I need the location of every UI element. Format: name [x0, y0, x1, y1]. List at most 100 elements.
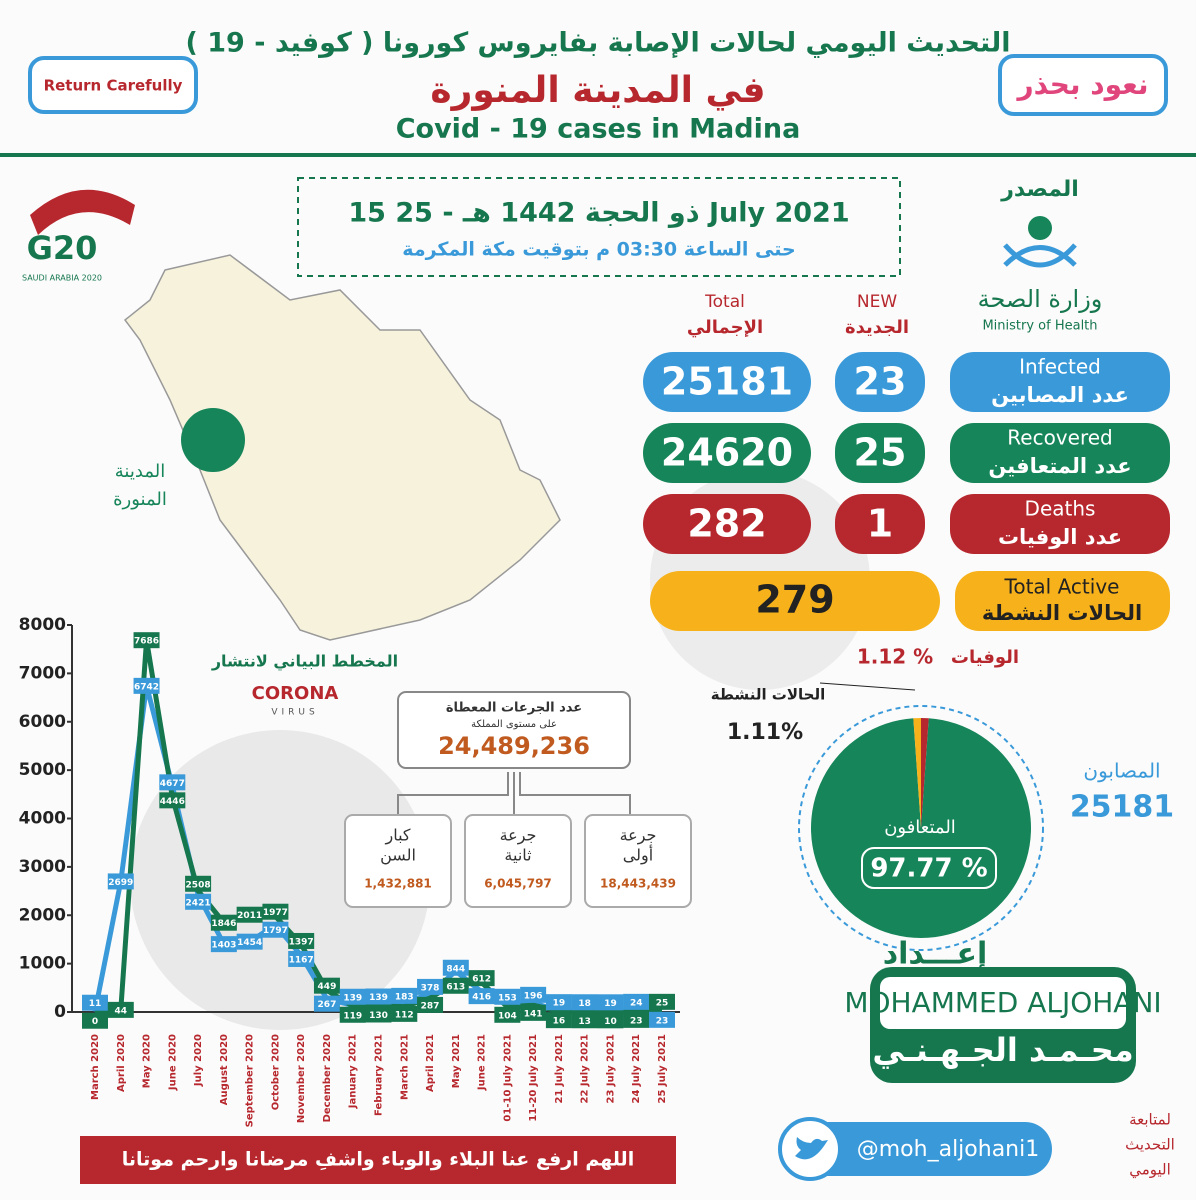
infected-value: 25181	[1070, 790, 1174, 825]
data-label: 13	[578, 1017, 591, 1027]
author-heading: إعـــداد	[883, 937, 988, 972]
x-tick-label: 01-10 July 2021	[502, 1034, 513, 1122]
data-label-box	[262, 903, 289, 920]
x-tick-label: 23 July 2021	[605, 1034, 616, 1104]
data-label: 612	[472, 975, 491, 985]
slice-value: 1.11%	[727, 720, 803, 745]
y-tick-label: 1000	[19, 954, 66, 974]
data-label-box	[159, 792, 186, 809]
date-line: 15 ذو الحجة 1442 هـ - 25 July 2021	[348, 198, 849, 229]
map-label: المنورة	[113, 489, 167, 510]
vaccine-label: جرعة	[500, 826, 537, 846]
total-value: 282	[687, 502, 766, 546]
x-tick-label: March 2020	[90, 1034, 101, 1100]
data-label-box	[391, 987, 418, 1004]
data-label: 613	[446, 982, 465, 992]
x-tick-label: September 2020	[245, 1034, 256, 1127]
twitter-pill	[780, 1122, 1052, 1176]
data-label-box	[262, 921, 289, 938]
x-tick-label: April 2021	[425, 1034, 436, 1092]
col-header-ar: الإجمالي	[687, 317, 763, 338]
vaccine-cards: كبارالسن1,432,881جرعةثانية6,045,797جرعةأ…	[344, 814, 692, 908]
slice-value-box	[861, 847, 997, 889]
data-label-box	[545, 994, 572, 1011]
data-label: 1797	[263, 926, 288, 936]
data-label-box	[571, 1012, 598, 1029]
map-marker	[181, 408, 245, 472]
x-tick-label: August 2020	[219, 1034, 230, 1105]
data-label-box	[649, 1011, 675, 1028]
data-label: 11	[89, 999, 102, 1009]
x-tick-label: December 2020	[322, 1034, 333, 1122]
x-tick-label: 22 July 2021	[580, 1034, 591, 1104]
infected-label: المصابون	[1083, 759, 1160, 783]
g20-ribbon	[30, 189, 135, 235]
x-tick-label: February 2021	[374, 1034, 385, 1116]
new-value: 25	[854, 431, 907, 475]
active-value: 279	[755, 578, 834, 622]
badge	[998, 54, 1168, 116]
vaccine-total: 24,489,236	[438, 732, 590, 760]
data-label-box	[494, 988, 521, 1005]
map-label: المدينة	[115, 461, 165, 482]
data-label-box	[468, 970, 495, 987]
data-label: 449	[318, 982, 337, 992]
badge-text: نعود بحذر	[1016, 68, 1149, 101]
data-label: 10	[604, 1017, 617, 1027]
date-box	[297, 177, 901, 277]
data-label-box	[236, 906, 263, 923]
data-label: 267	[318, 1000, 337, 1010]
data-label: 2011	[237, 911, 262, 921]
data-label: 1977	[263, 908, 288, 918]
data-label-box	[623, 1011, 650, 1028]
data-label-box	[442, 977, 469, 994]
col-header-en: Total	[704, 292, 745, 312]
chart-title: المخطط البياني لانتشار	[211, 652, 398, 672]
data-label-box	[468, 988, 495, 1005]
data-label-box	[571, 994, 598, 1011]
badge	[28, 56, 198, 114]
x-tick-label: May 2021	[451, 1034, 462, 1088]
data-label-box	[623, 993, 650, 1010]
x-tick-label: 21 July 2021	[554, 1034, 565, 1104]
data-label-box	[236, 933, 263, 950]
data-label: 112	[395, 1010, 414, 1020]
data-label-box	[365, 1006, 392, 1023]
x-tick-label: 25 July 2021	[657, 1034, 668, 1104]
vaccine-subtitle: على مستوى المملكة	[471, 719, 557, 730]
x-tick-label: October 2020	[270, 1034, 281, 1110]
twitter-note: لمتابعة	[1129, 1111, 1171, 1129]
data-label-box	[210, 936, 237, 953]
data-label-box	[313, 977, 340, 994]
data-label: 0	[92, 1017, 98, 1027]
total-pill	[643, 494, 811, 554]
ministry-ar: وزارة الصحة	[978, 285, 1103, 313]
data-label-box	[133, 677, 160, 694]
data-label: 119	[343, 1011, 362, 1021]
slice-value: 97.77 %	[870, 854, 987, 884]
map	[123, 254, 561, 641]
g20-logo: G20	[27, 229, 98, 267]
g20-caption: SAUDI ARABIA 2020	[22, 274, 102, 283]
row-label-en: Recovered	[1007, 426, 1112, 450]
data-label: 104	[498, 1011, 517, 1021]
x-tick-label: April 2020	[116, 1034, 127, 1092]
header-title-en: Covid - 19 cases in Madina	[396, 114, 801, 145]
series-line	[94, 639, 663, 1015]
data-label: 16	[553, 1017, 566, 1027]
twitter-note: اليومي	[1129, 1161, 1171, 1180]
data-label-box	[159, 774, 186, 791]
col-header-en: NEW	[857, 292, 897, 312]
time-line: حتى الساعة 03:30 م بتوقيت مكة المكرمة	[402, 239, 795, 261]
y-tick-label: 5000	[19, 760, 66, 780]
pie-slice	[913, 718, 921, 828]
x-tick-label: June 2021	[477, 1034, 488, 1091]
x-tick-label: November 2020	[296, 1034, 307, 1123]
data-label: 4446	[160, 797, 185, 807]
vaccine-label: أولى	[623, 845, 653, 866]
active-pill	[650, 571, 940, 631]
y-tick-label: 2000	[19, 905, 66, 925]
data-label: 23	[656, 1016, 669, 1026]
author-name-ar: محـمـد الجـهـنـي	[872, 1031, 1133, 1069]
data-label: 2699	[108, 878, 133, 888]
